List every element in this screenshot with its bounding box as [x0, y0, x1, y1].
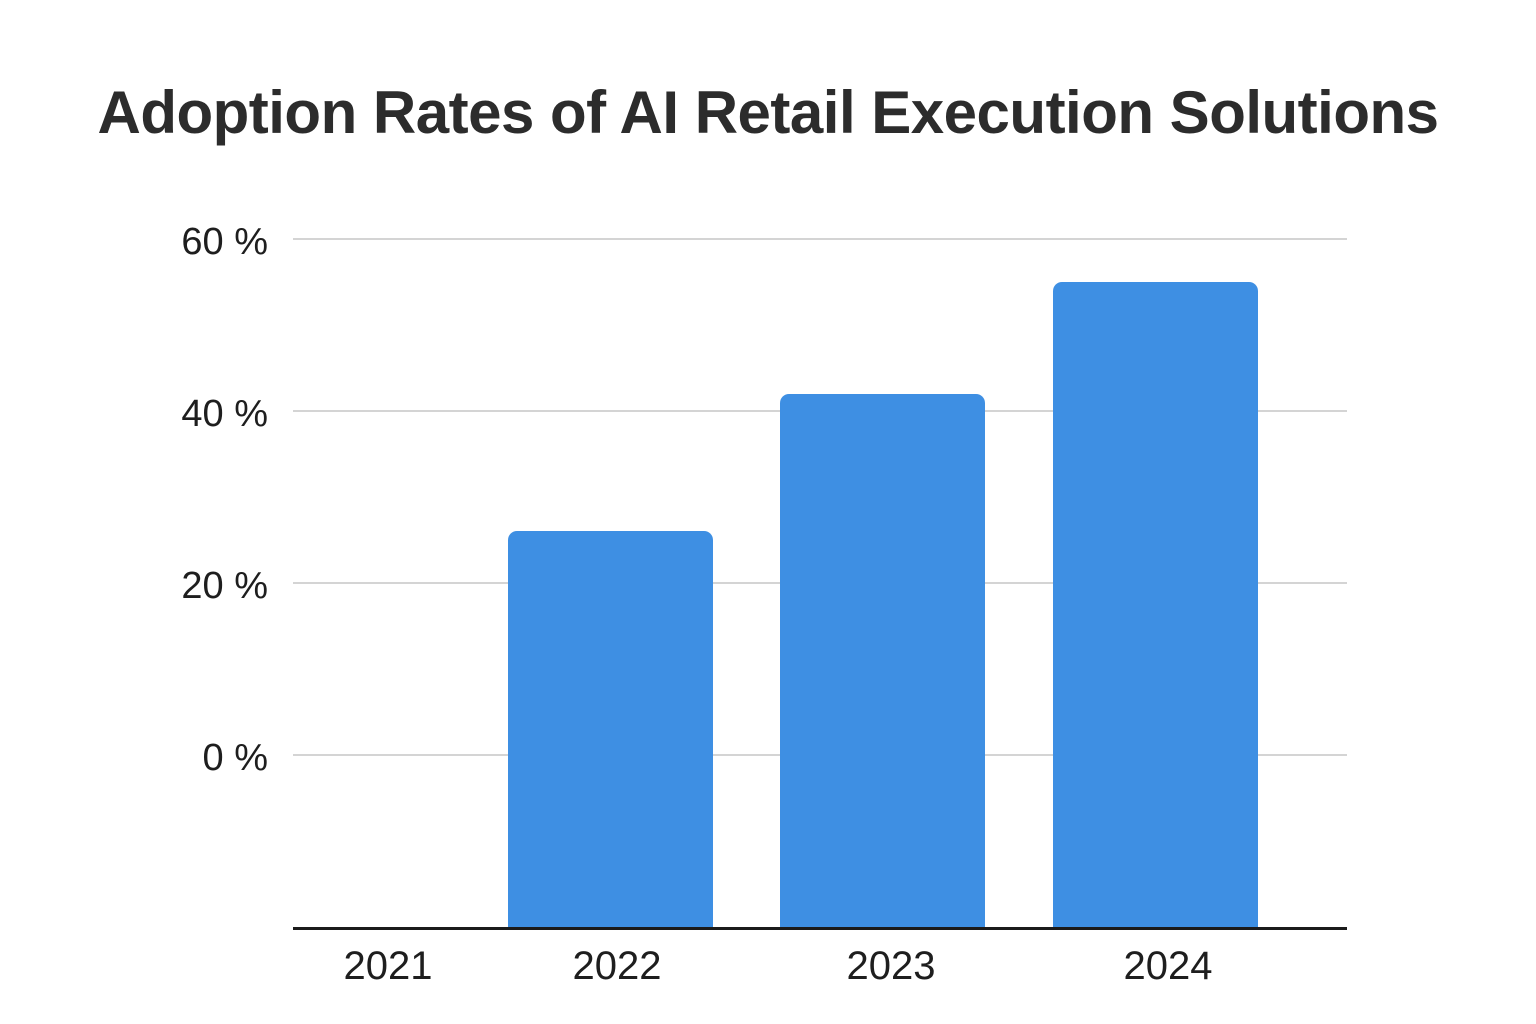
x-tick-label-2023: 2023	[846, 944, 936, 988]
plot-area	[293, 238, 1347, 930]
y-tick-label-40: 40 %	[181, 393, 268, 435]
bar-2023	[780, 393, 985, 927]
chart-title: Adoption Rates of AI Retail Execution So…	[97, 79, 1439, 146]
x-tick-label-2024: 2024	[1123, 944, 1213, 988]
bar-2022	[508, 531, 713, 927]
x-tick-label-2022: 2022	[572, 944, 662, 988]
bar-2024	[1053, 282, 1258, 927]
y-tick-label-0: 0 %	[202, 737, 268, 779]
x-tick-label-2021: 2021	[343, 944, 433, 988]
y-tick-label-60: 60 %	[181, 221, 268, 263]
gridline-60	[293, 238, 1347, 240]
bars-layer	[293, 239, 1347, 927]
y-tick-label-20: 20 %	[181, 565, 268, 607]
